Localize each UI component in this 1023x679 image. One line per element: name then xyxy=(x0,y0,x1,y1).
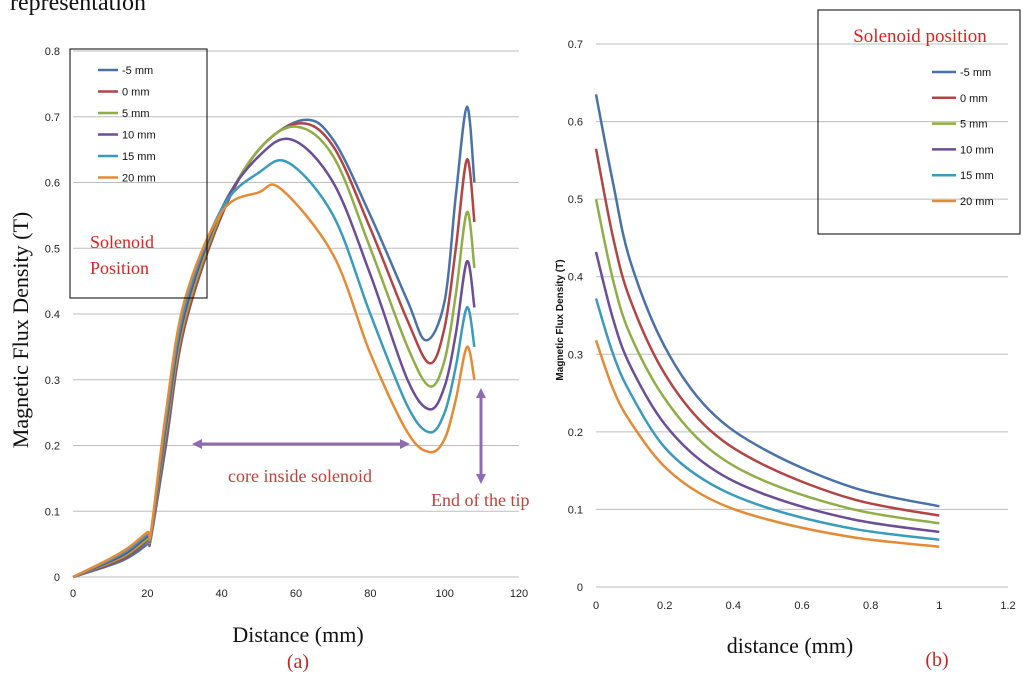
x-tick-label: 60 xyxy=(290,588,302,600)
x-tick-label: 40 xyxy=(216,588,228,600)
tip-annotation: End of the tip xyxy=(431,490,529,510)
grid-a xyxy=(73,50,519,578)
series-line xyxy=(72,183,476,579)
legend-label: 20 mm xyxy=(122,173,156,185)
legend-box-a xyxy=(69,48,208,299)
chart-panel-b: 0 0.1 0.2 0.3 0.4 0.5 0.6 0.7 0 0.2 0.4 0.6 0.8 1 1.2… xyxy=(555,9,1021,671)
y-tick-label: 0.3 xyxy=(45,375,60,387)
x-tick-label: 0.2 xyxy=(657,600,672,612)
legend-label: 5 mm xyxy=(122,108,150,120)
legend-label: -5 mm xyxy=(960,67,991,79)
legend-label: 10 mm xyxy=(122,130,156,142)
y-tick-label: 0.1 xyxy=(45,506,60,518)
legend-label: 5 mm xyxy=(960,119,988,131)
legend-label: 0 mm xyxy=(960,93,988,105)
y-tick-label: 0.8 xyxy=(45,46,60,58)
x-tick-label: 0.6 xyxy=(794,600,809,612)
legend-label: 0 mm xyxy=(122,87,150,99)
y-tick-label: 0.6 xyxy=(45,178,60,190)
chart-panel-a: 0 0.1 0.2 0.3 0.4 0.5 0.6 0.7 0.8 0 20 40 60 80 100 12… xyxy=(8,46,529,673)
y-tick-label: 0.4 xyxy=(45,309,60,321)
y-tick-label: 0.3 xyxy=(568,349,583,361)
y-tick-label: 0.2 xyxy=(568,427,583,439)
series-line xyxy=(72,158,476,579)
x-tick-label: 0 xyxy=(593,600,599,612)
x-tick-label: 0.8 xyxy=(863,600,878,612)
series-line xyxy=(594,339,940,548)
y-tick-label: 0 xyxy=(577,582,583,594)
x-tick-label: 20 xyxy=(141,588,153,600)
y-ticks-a: 0 0.1 0.2 0.3 0.4 0.5 0.6 0.7 0.8 xyxy=(45,46,60,584)
x-tick-label: 0.4 xyxy=(726,600,741,612)
series-line xyxy=(594,198,940,525)
y-tick-label: 0.5 xyxy=(45,243,60,255)
series-line xyxy=(72,122,476,579)
x-tick-label: 100 xyxy=(435,588,453,600)
series-line xyxy=(72,125,476,579)
legend-label: 10 mm xyxy=(960,144,994,156)
x-axis-label-a: Distance (mm) xyxy=(232,622,363,647)
y-tick-label: 0.1 xyxy=(568,504,583,516)
series-line xyxy=(72,137,476,579)
legend-title-a-line2: Position xyxy=(90,258,149,278)
y-tick-label: 0.4 xyxy=(568,272,583,284)
series-lines-b xyxy=(594,94,940,548)
y-tick-label: 0.7 xyxy=(45,112,60,124)
series-line xyxy=(594,251,940,534)
x-tick-label: 1.2 xyxy=(1000,600,1015,612)
legend-label: -5 mm xyxy=(122,65,153,77)
y-axis-label-b: Magnetic Flux Density (T) xyxy=(555,259,566,380)
y-axis-label-a: Magnetic Flux Density (T) xyxy=(8,212,33,448)
legend-a: -5 mm 0 mm 5 mm 10 mm 15 mm 20 mm xyxy=(98,65,156,185)
y-ticks-b: 0 0.1 0.2 0.3 0.4 0.5 0.6 0.7 xyxy=(568,39,583,594)
legend-label: 20 mm xyxy=(960,196,994,208)
legend-box-b xyxy=(817,9,1021,235)
y-tick-label: 0.2 xyxy=(45,441,60,453)
x-ticks-b: 0 0.2 0.4 0.6 0.8 1 1.2 xyxy=(593,600,1016,612)
header-fragment: representation xyxy=(10,0,146,16)
legend-title-a-line1: Solenoid xyxy=(90,232,154,252)
series-line xyxy=(594,298,940,541)
x-axis-label-b: distance (mm) xyxy=(727,633,853,658)
y-tick-label: 0 xyxy=(54,572,60,584)
x-ticks-a: 0 20 40 60 80 100 120 xyxy=(70,588,528,600)
series-line xyxy=(594,148,940,517)
legend-b: -5 mm 0 mm 5 mm 10 mm 15 mm 20 mm xyxy=(932,67,994,208)
y-tick-label: 0.6 xyxy=(568,117,583,129)
x-tick-label: 0 xyxy=(70,588,76,600)
series-line xyxy=(594,94,940,508)
legend-label: 15 mm xyxy=(960,170,994,182)
legend-label: 15 mm xyxy=(122,151,156,163)
x-tick-label: 1 xyxy=(936,600,942,612)
x-tick-label: 80 xyxy=(364,588,376,600)
y-tick-label: 0.5 xyxy=(568,194,583,206)
y-tick-label: 0.7 xyxy=(568,39,583,51)
x-tick-label: 120 xyxy=(510,588,528,600)
core-annotation: core inside solenoid xyxy=(228,466,372,486)
series-lines-a xyxy=(72,105,476,579)
panel-label-a: (a) xyxy=(287,651,309,673)
panel-label-b: (b) xyxy=(925,649,948,671)
legend-title-b: Solenoid position xyxy=(853,26,987,47)
grid-b xyxy=(596,43,1008,588)
